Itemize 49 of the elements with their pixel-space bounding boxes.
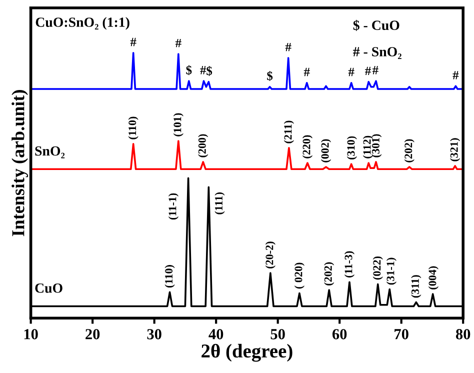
series-label: SnO₂	[35, 146, 65, 158]
annotation: #	[372, 66, 378, 74]
annotation: #	[200, 66, 206, 74]
annotation: #	[348, 68, 354, 76]
text: CuO:SnO₂ (1:1)	[36, 17, 130, 30]
x-tick-label: 50	[270, 329, 285, 340]
annotation: #	[130, 38, 136, 46]
x-tick-label: 30	[147, 329, 162, 340]
annotation: $	[206, 66, 212, 76]
x-tick-label: 20	[86, 329, 100, 340]
annotation: (20-2)	[265, 242, 276, 268]
text: $ - CuO	[353, 20, 400, 31]
x-axis-title: 2θ (degree)	[202, 344, 292, 362]
x-tick-label: 60	[332, 329, 347, 340]
annotation: (002)	[320, 139, 332, 162]
annotation: (310)	[346, 136, 357, 160]
annotation: (004)	[428, 266, 438, 290]
annotation: (220)	[302, 135, 313, 158]
annotation: (31-1)	[386, 258, 396, 285]
annotation: #	[452, 71, 459, 80]
y-axis-title: Intensity (arb.unit)	[12, 90, 28, 236]
annotation: (022)	[372, 256, 383, 280]
x-tick-label: 40	[208, 329, 224, 340]
annotation: (301)	[372, 134, 382, 158]
x-tick-label: 70	[394, 329, 408, 340]
annotation: #	[304, 68, 310, 76]
annotation: (202)	[404, 139, 414, 162]
x-tick-label: 80	[456, 329, 470, 340]
annotation: #	[285, 42, 292, 52]
annotation: (11-1)	[168, 193, 179, 220]
annotation: (110)	[164, 265, 175, 288]
annotation: (110)	[128, 116, 138, 140]
annotation: (211)	[284, 120, 294, 144]
annotation: (112)	[362, 136, 374, 158]
annotation: (101)	[173, 113, 184, 136]
annotation: (11-3)	[344, 251, 355, 278]
annotation: ( 020)	[294, 262, 304, 289]
annotation: # - SnO₂	[353, 47, 402, 60]
annotation: #	[365, 66, 371, 76]
x-tick-label: 10	[24, 329, 38, 340]
annotation: (200)	[198, 134, 208, 158]
annotation: $	[186, 65, 192, 76]
annotation: #	[175, 38, 182, 48]
annotation: (111)	[214, 192, 225, 214]
annotation: (202)	[324, 262, 334, 286]
annotation: $	[267, 70, 273, 81]
annotation: (321)	[450, 138, 460, 162]
series-label: CuO	[35, 283, 62, 293]
annotation: (311)	[411, 275, 422, 298]
